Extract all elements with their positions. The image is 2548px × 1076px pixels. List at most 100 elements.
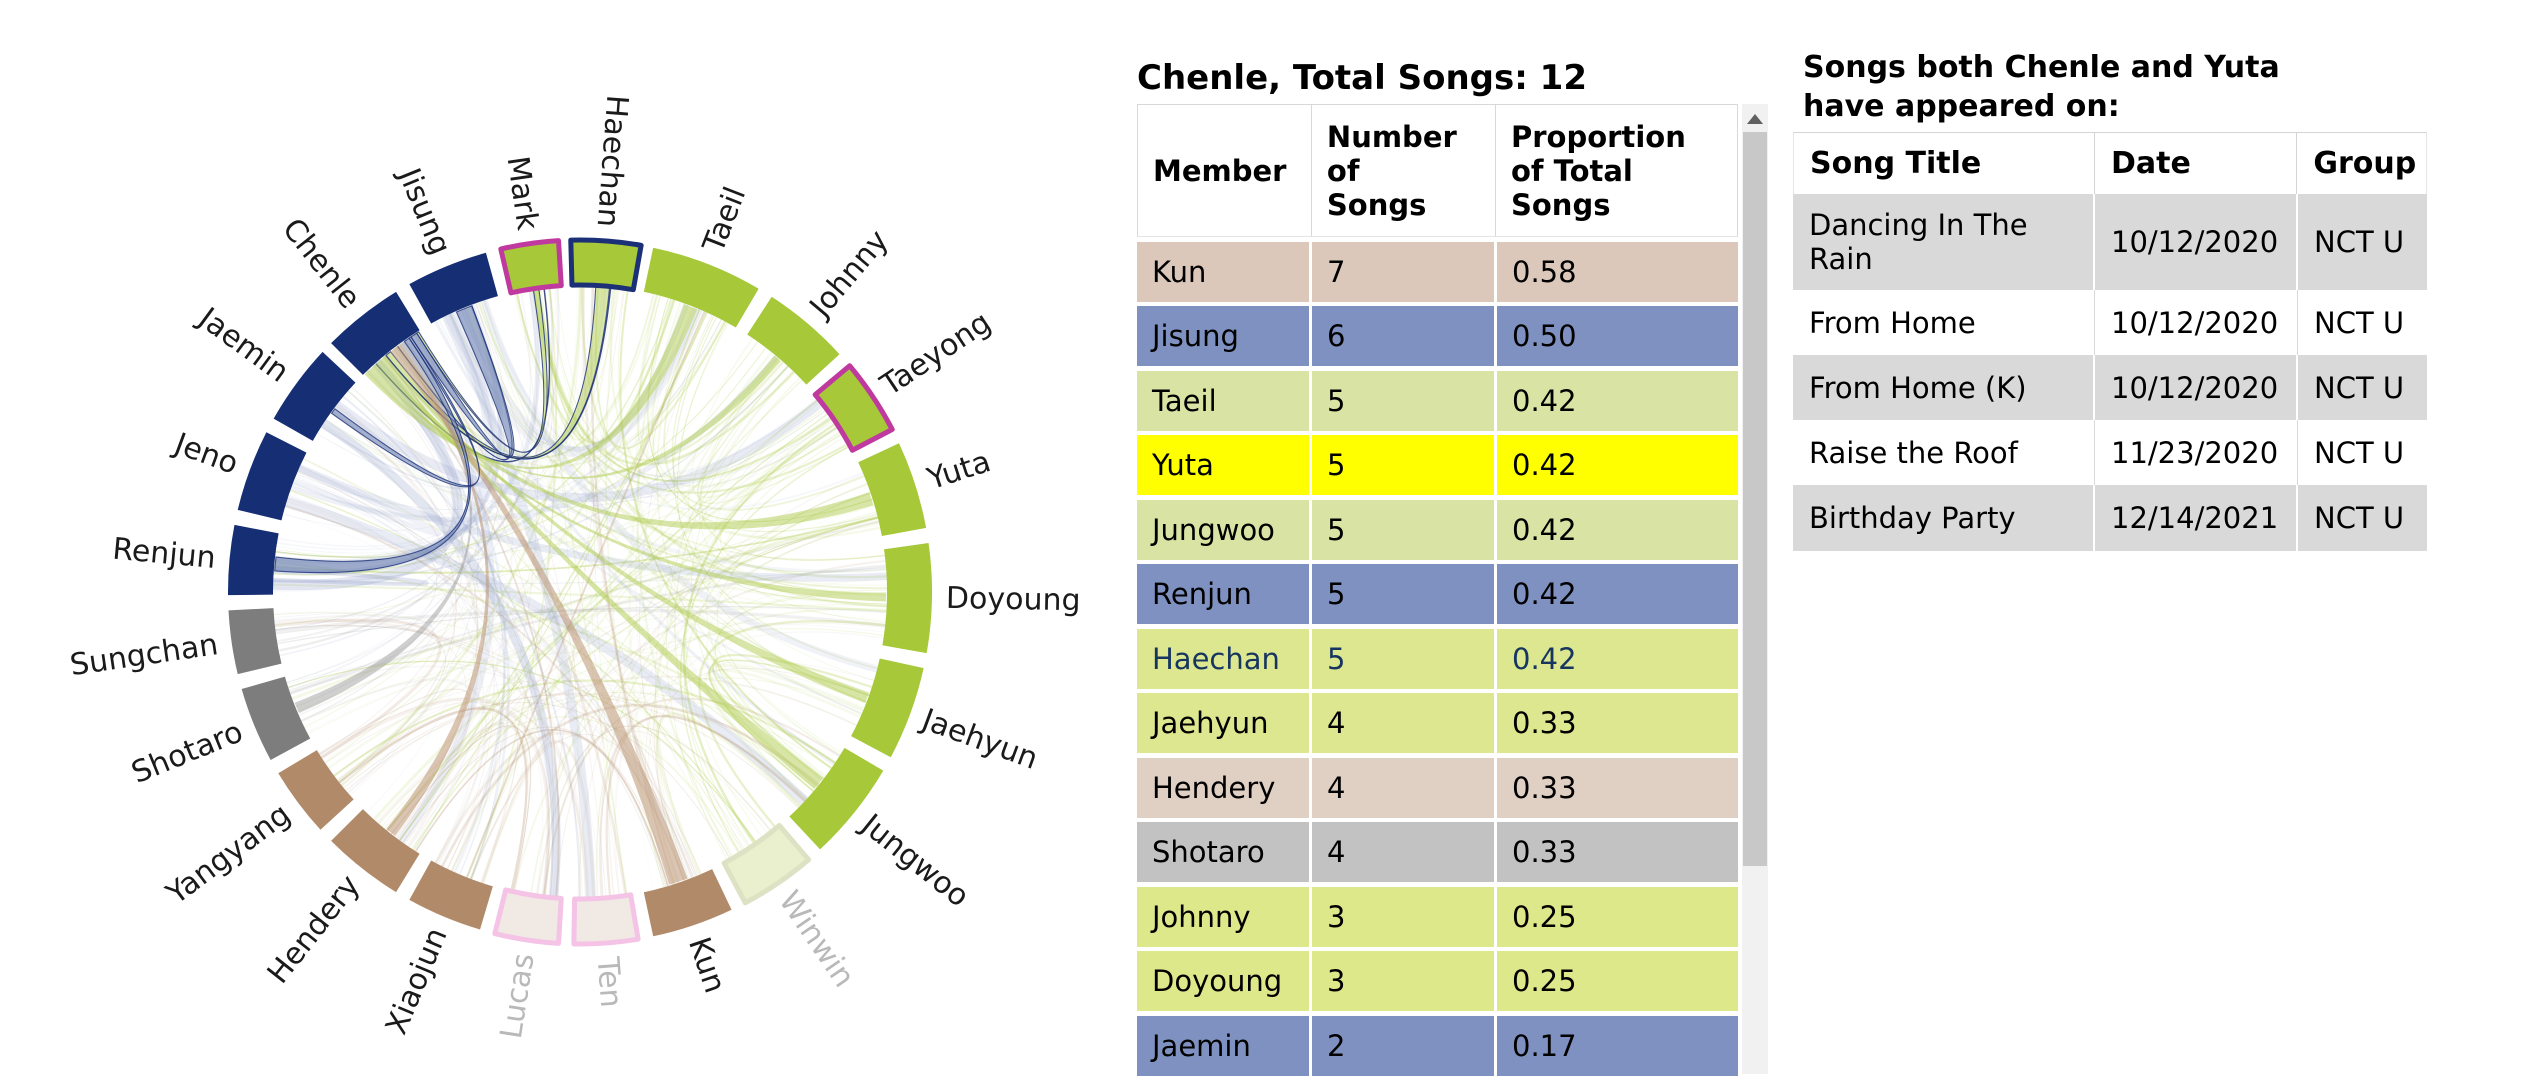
column-header-song-title: Song Title: [1794, 133, 2096, 194]
group-cell: NCT U: [2314, 305, 2405, 340]
scrollbar-thumb[interactable]: [1743, 132, 1767, 866]
arc-jaehyun[interactable]: [851, 658, 924, 758]
date-cell: 11/23/2020: [2095, 420, 2298, 485]
arc-yangyang[interactable]: [278, 750, 354, 830]
member-label-lucas: Lucas: [494, 951, 542, 1041]
member-label-jaehyun: Jaehyun: [915, 702, 1042, 777]
arc-jeno[interactable]: [237, 432, 307, 521]
date-cell: 10/12/2020: [2095, 290, 2298, 355]
ribbon-chenle-renjun: [274, 337, 471, 574]
member-table-title: Chenle, Total Songs: 12: [1137, 58, 1587, 98]
scrollbar-up-arrow[interactable]: [1742, 104, 1768, 134]
song-title-cell: Dancing In The Rain: [1793, 194, 2095, 290]
arc-renjun[interactable]: [227, 524, 279, 596]
arc-mark[interactable]: [498, 238, 564, 296]
songs-table-body: Dancing In The Rain 10/12/2020 NCT U From H…: [1793, 194, 2427, 551]
member-row-selected[interactable]: Yuta 5 0.42: [1137, 435, 1738, 495]
member-label-ten: Ten: [590, 955, 629, 1009]
proportion-cell: 0.42: [1512, 512, 1577, 547]
ribbon-chenle-jaemin: [330, 336, 480, 488]
arc-jaemin[interactable]: [273, 351, 356, 441]
member-row[interactable]: Jisung 6 0.50: [1137, 306, 1738, 366]
member-cell: Johnny: [1137, 886, 1312, 947]
arc-jungwoo[interactable]: [789, 747, 884, 850]
proportion-cell: 0.50: [1512, 319, 1577, 353]
ribbon-chenle-jungwoo: [378, 358, 823, 789]
arc-shotaro[interactable]: [241, 676, 311, 760]
songs-count-cell: 7: [1312, 241, 1497, 302]
arc-kun[interactable]: [643, 869, 732, 937]
column-header-member: Member: [1138, 105, 1312, 236]
arc-sungchan[interactable]: [228, 608, 282, 675]
ribbon-chenle-kun: [390, 346, 688, 885]
group-cell: NCT U: [2314, 370, 2405, 405]
song-title-cell: From Home (K): [1793, 355, 2095, 420]
member-row[interactable]: Johnny 3 0.25: [1137, 886, 1738, 947]
member-cell: Kun: [1137, 241, 1312, 302]
song-row[interactable]: Dancing In The Rain 10/12/2020 NCT U: [1793, 194, 2427, 290]
member-label-doyoung: Doyoung: [946, 581, 1081, 618]
ribbon-chenle-hendery: [386, 344, 489, 836]
member-row[interactable]: Kun 7 0.58: [1137, 241, 1738, 302]
arc-winwin[interactable]: [721, 822, 812, 906]
date-cell: 12/14/2021: [2095, 485, 2298, 551]
proportion-cell: 0.33: [1512, 770, 1577, 805]
arc-hendery[interactable]: [331, 809, 420, 893]
songs-table-header: Song Title Date Group: [1793, 132, 2427, 194]
member-cell: Haechan: [1137, 628, 1312, 689]
member-row[interactable]: Taeil 5 0.42: [1137, 370, 1738, 431]
member-row[interactable]: Shotaro 4 0.33: [1137, 822, 1738, 882]
arc-chenle[interactable]: [331, 291, 420, 375]
ribbon-chenle-jisung: [410, 305, 515, 459]
member-label-winwin: Winwin: [772, 885, 862, 994]
songs-count-cell: 4: [1312, 693, 1497, 753]
member-row[interactable]: Renjun 5 0.42: [1137, 564, 1738, 624]
member-label-johnny: Johnny: [802, 224, 896, 326]
songs-count-cell: 6: [1312, 306, 1497, 366]
scrollbar[interactable]: [1742, 104, 1768, 1074]
member-label-taeil: Taeil: [696, 182, 753, 258]
chord-arcs: [227, 237, 933, 947]
member-row[interactable]: Jaehyun 4 0.33: [1137, 693, 1738, 753]
member-table-body: Kun 7 0.58 Jisung 6 0.50 Taeil 5 0.42 Yuta 5 0.42 Ju…: [1137, 241, 1738, 1076]
song-row[interactable]: From Home 10/12/2020 NCT U: [1793, 290, 2427, 355]
date-cell: 10/12/2020: [2095, 194, 2298, 290]
member-row[interactable]: Jungwoo 5 0.42: [1137, 499, 1738, 560]
arc-taeyong[interactable]: [812, 363, 895, 453]
member-label-xiaojun: Xiaojun: [379, 923, 455, 1040]
song-title-cell: Raise the Roof: [1793, 420, 2095, 485]
ribbon-chenle-yuta: [373, 361, 874, 530]
arc-lucas[interactable]: [492, 887, 564, 946]
arc-johnny[interactable]: [747, 296, 840, 385]
member-row[interactable]: Hendery 4 0.33: [1137, 757, 1738, 818]
chord-highlight-ribbons: [274, 285, 886, 885]
arc-haechan[interactable]: [568, 237, 644, 293]
arc-doyoung[interactable]: [882, 543, 933, 654]
arc-jisung[interactable]: [409, 252, 498, 324]
member-row[interactable]: Haechan 5 0.42: [1137, 628, 1738, 689]
arc-yuta[interactable]: [858, 443, 927, 537]
member-cell: Doyoung: [1137, 951, 1312, 1011]
proportion-cell: 0.42: [1512, 641, 1577, 676]
member-cell: Jisung: [1137, 306, 1312, 366]
songs-table-title: Songs both Chenle and Yuta have appeared…: [1803, 50, 2280, 124]
proportion-cell: 0.33: [1512, 835, 1577, 869]
member-row[interactable]: Jaemin 2 0.17: [1137, 1015, 1738, 1076]
songs-count-cell: 5: [1312, 370, 1497, 431]
song-row[interactable]: Raise the Roof 11/23/2020 NCT U: [1793, 420, 2427, 485]
song-row[interactable]: From Home (K) 10/12/2020 NCT U: [1793, 355, 2427, 420]
arc-taeil[interactable]: [643, 247, 759, 328]
proportion-cell: 0.25: [1512, 964, 1577, 998]
song-row[interactable]: Birthday Party 12/14/2021 NCT U: [1793, 485, 2427, 551]
ribbon-chenle-johnny: [368, 355, 781, 479]
song-title-cell: From Home: [1793, 290, 2095, 355]
arc-xiaojun[interactable]: [409, 860, 493, 930]
arc-ten[interactable]: [571, 892, 641, 947]
song-title-cell: Birthday Party: [1793, 485, 2095, 551]
member-cell: Shotaro: [1137, 822, 1312, 882]
member-row[interactable]: Doyoung 3 0.25: [1137, 951, 1738, 1011]
group-cell: NCT U: [2314, 435, 2405, 470]
songs-count-cell: 3: [1312, 951, 1497, 1011]
songs-count-cell: 2: [1312, 1015, 1497, 1076]
